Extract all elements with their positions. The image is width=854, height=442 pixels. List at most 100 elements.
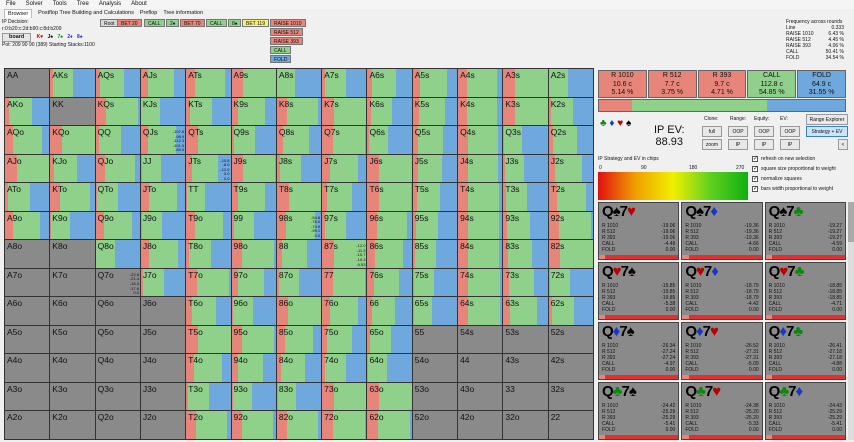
tab-0[interactable]: Browser: [4, 9, 33, 18]
hand-cell-82s[interactable]: 82s: [548, 240, 593, 268]
hand-cell-t4o[interactable]: T4o: [186, 354, 231, 382]
combo-cell[interactable]: Q♣7♥ R 1010 -24.38 R 512 -25.20 R 393 -25.20 CA…: [681, 382, 763, 440]
hand-cell-t8o[interactable]: T8o: [186, 240, 231, 268]
hand-cell-j6o[interactable]: J6o: [140, 297, 186, 325]
hand-cell-t6o[interactable]: T6o: [186, 297, 231, 325]
hand-cell-k8s[interactable]: K8s: [276, 97, 322, 126]
hand-cell-q6o[interactable]: Q6o: [95, 297, 140, 325]
hand-cell-76o[interactable]: 76o: [322, 297, 367, 325]
hand-cell-j8s[interactable]: J8s: [276, 154, 322, 183]
hand-cell-a8o[interactable]: A8o: [5, 240, 50, 268]
hand-cell-87s[interactable]: 87s -12.0 -11.3 -10.7 -10.3 -9.53: [322, 240, 367, 268]
hand-cell-62o[interactable]: 62o: [367, 411, 412, 439]
hand-cell-95s[interactable]: 95s: [412, 211, 458, 240]
hand-cell-94o[interactable]: 94o: [231, 354, 276, 382]
combo-cell[interactable]: Q♥7♣ R 1010 -18.85 R 512 -18.85 R 393 -18.85 CA…: [764, 262, 846, 320]
hand-cell-ajo[interactable]: AJo: [5, 154, 50, 183]
hand-cell-77[interactable]: 77: [322, 268, 367, 297]
hand-cell-32o[interactable]: 32o: [503, 411, 548, 439]
combo-cell[interactable]: Q♣7♦ R 1010 -24.43 R 512 -25.29 R 393 -25.29 CA…: [764, 382, 846, 440]
combo-cell[interactable]: Q♦7♣ R 1010 -26.41 R 512 -27.18 R 393 -27.18 CA…: [764, 322, 846, 380]
combo-cell[interactable]: Q♦7♥ R 1010 -26.52 R 512 -27.31 R 393 -27.31 CA…: [681, 322, 763, 380]
hand-cell-q6s[interactable]: Q6s: [367, 126, 412, 154]
hand-cell-jts[interactable]: JTs -10.8 -8.0 -12.6 0.0 0.0: [186, 154, 231, 183]
suit-diamonds-icon[interactable]: ♦: [609, 118, 615, 129]
hand-cell-j8o[interactable]: J8o: [140, 240, 186, 268]
combo-cell[interactable]: Q♥7♠ R 1010 -19.85 R 512 -19.85 R 393 -19.85 CA…: [598, 262, 680, 320]
hand-cell-t7s[interactable]: T7s: [322, 183, 367, 211]
combo-cell[interactable]: Q♠7♦ R 1010 -19.36 R 512 -19.36 R 393 -19.36 CA…: [681, 202, 763, 260]
hand-cell-84s[interactable]: 84s: [458, 240, 503, 268]
hand-cell-q5o[interactable]: Q5o: [95, 325, 140, 354]
tab-1[interactable]: Postflop Tree Building and Calculations: [38, 10, 134, 16]
hand-cell-q9o[interactable]: Q9o: [95, 211, 140, 240]
equity-oop-button[interactable]: OOP: [754, 126, 774, 137]
tab-3[interactable]: Tree information: [163, 10, 204, 16]
hand-cell-q8s[interactable]: Q8s: [276, 126, 322, 154]
hand-cell-93s[interactable]: 93s: [503, 211, 548, 240]
hand-cell-93o[interactable]: 93o: [231, 382, 276, 411]
hand-cell-j7o[interactable]: J7o: [140, 268, 186, 297]
hand-cell-85s[interactable]: 85s: [412, 240, 458, 268]
hand-cell-99[interactable]: 99: [231, 211, 276, 240]
range-ip-button[interactable]: IP: [728, 139, 748, 150]
hand-cell-k9s[interactable]: K9s: [231, 97, 276, 126]
hand-cell-a8s[interactable]: A8s: [276, 69, 322, 97]
combo-cell[interactable]: Q♥7♦ R 1010 -18.79 R 512 -18.79 R 393 -18.79 CA…: [681, 262, 763, 320]
menu-item-tree[interactable]: Tree: [76, 1, 89, 7]
hand-cell-t5o[interactable]: T5o: [186, 325, 231, 354]
hand-cell-98s[interactable]: 98s -54.8 -76.0 -74.9 -99.1 0.0: [276, 211, 322, 240]
hand-cell-j7s[interactable]: J7s: [322, 154, 367, 183]
hand-cell-a7o[interactable]: A7o: [5, 268, 50, 297]
hand-cell-kts[interactable]: KTs: [186, 97, 231, 126]
hand-cell-a4s[interactable]: A4s: [458, 69, 503, 97]
hand-cell-qto[interactable]: QTo: [95, 183, 140, 211]
equity-ip-button[interactable]: IP: [754, 139, 774, 150]
hand-cell-q3o[interactable]: Q3o: [95, 382, 140, 411]
range-oop-button[interactable]: OOP: [728, 126, 748, 137]
hand-cell-86s[interactable]: 86s: [367, 240, 412, 268]
menu-item-file[interactable]: File: [6, 1, 16, 7]
hand-cell-32s[interactable]: 32s: [548, 382, 593, 411]
hand-cell-k3s[interactable]: K3s: [503, 97, 548, 126]
hand-cell-a5s[interactable]: A5s: [412, 69, 458, 97]
strategy-box-4[interactable]: FOLD 64.9 c 31.55 %: [797, 70, 846, 98]
hand-cell-64o[interactable]: 64o: [367, 354, 412, 382]
hand-cell-t9s[interactable]: T9s: [231, 183, 276, 211]
hand-cell-92o[interactable]: 92o: [231, 411, 276, 439]
hand-cell-q2s[interactable]: Q2s: [548, 126, 593, 154]
hand-cell-j2o[interactable]: J2o: [140, 411, 186, 439]
hand-cell-a5o[interactable]: A5o: [5, 325, 50, 354]
hand-cell-j5o[interactable]: J5o: [140, 325, 186, 354]
hand-cell-88[interactable]: 88: [276, 240, 322, 268]
hand-cell-k2o[interactable]: K2o: [50, 411, 95, 439]
combo-cell[interactable]: Q♠7♥ R 1010 -19.06 R 512 -19.06 R 393 -19.06 CA…: [598, 202, 680, 260]
hand-cell-q5s[interactable]: Q5s: [412, 126, 458, 154]
hand-cell-tt[interactable]: TT: [186, 183, 231, 211]
hand-cell-q7o[interactable]: Q7o -23.6 -21.4 -18.3 -17.6 0.0: [95, 268, 140, 297]
hand-cell-a2s[interactable]: A2s: [548, 69, 593, 97]
hand-cell-a3o[interactable]: A3o: [5, 382, 50, 411]
hand-cell-85o[interactable]: 85o: [276, 325, 322, 354]
hand-cell-62s[interactable]: 62s: [548, 297, 593, 325]
hand-cell-53s[interactable]: 53s: [503, 325, 548, 354]
hand-cell-j6s[interactable]: J6s: [367, 154, 412, 183]
combo-cell[interactable]: Q♦7♠ R 1010 -26.34 R 512 -27.24 R 393 -27.24 CA…: [598, 322, 680, 380]
hand-cell-a2o[interactable]: A2o: [5, 411, 50, 439]
hand-cell-k5o[interactable]: K5o: [50, 325, 95, 354]
square-size-checkbox[interactable]: square size proportional to weight: [752, 165, 836, 172]
ev-oop-button[interactable]: OOP: [780, 126, 800, 137]
hand-cell-97s[interactable]: 97s: [322, 211, 367, 240]
tab-2[interactable]: Preflop: [139, 10, 158, 16]
hand-cell-95o[interactable]: 95o: [231, 325, 276, 354]
hand-cell-98o[interactable]: 98o: [231, 240, 276, 268]
hand-cell-72s[interactable]: 72s: [548, 268, 593, 297]
hand-cell-q7s[interactable]: Q7s: [322, 126, 367, 154]
hand-cell-t5s[interactable]: T5s: [412, 183, 458, 211]
hand-cell-j9o[interactable]: J9o: [140, 211, 186, 240]
hand-cell-kqo[interactable]: KQo: [50, 126, 95, 154]
suit-clubs-icon[interactable]: ♣: [600, 118, 607, 129]
hand-cell-k4o[interactable]: K4o: [50, 354, 95, 382]
hand-cell-84o[interactable]: 84o: [276, 354, 322, 382]
hand-cell-q4o[interactable]: Q4o: [95, 354, 140, 382]
